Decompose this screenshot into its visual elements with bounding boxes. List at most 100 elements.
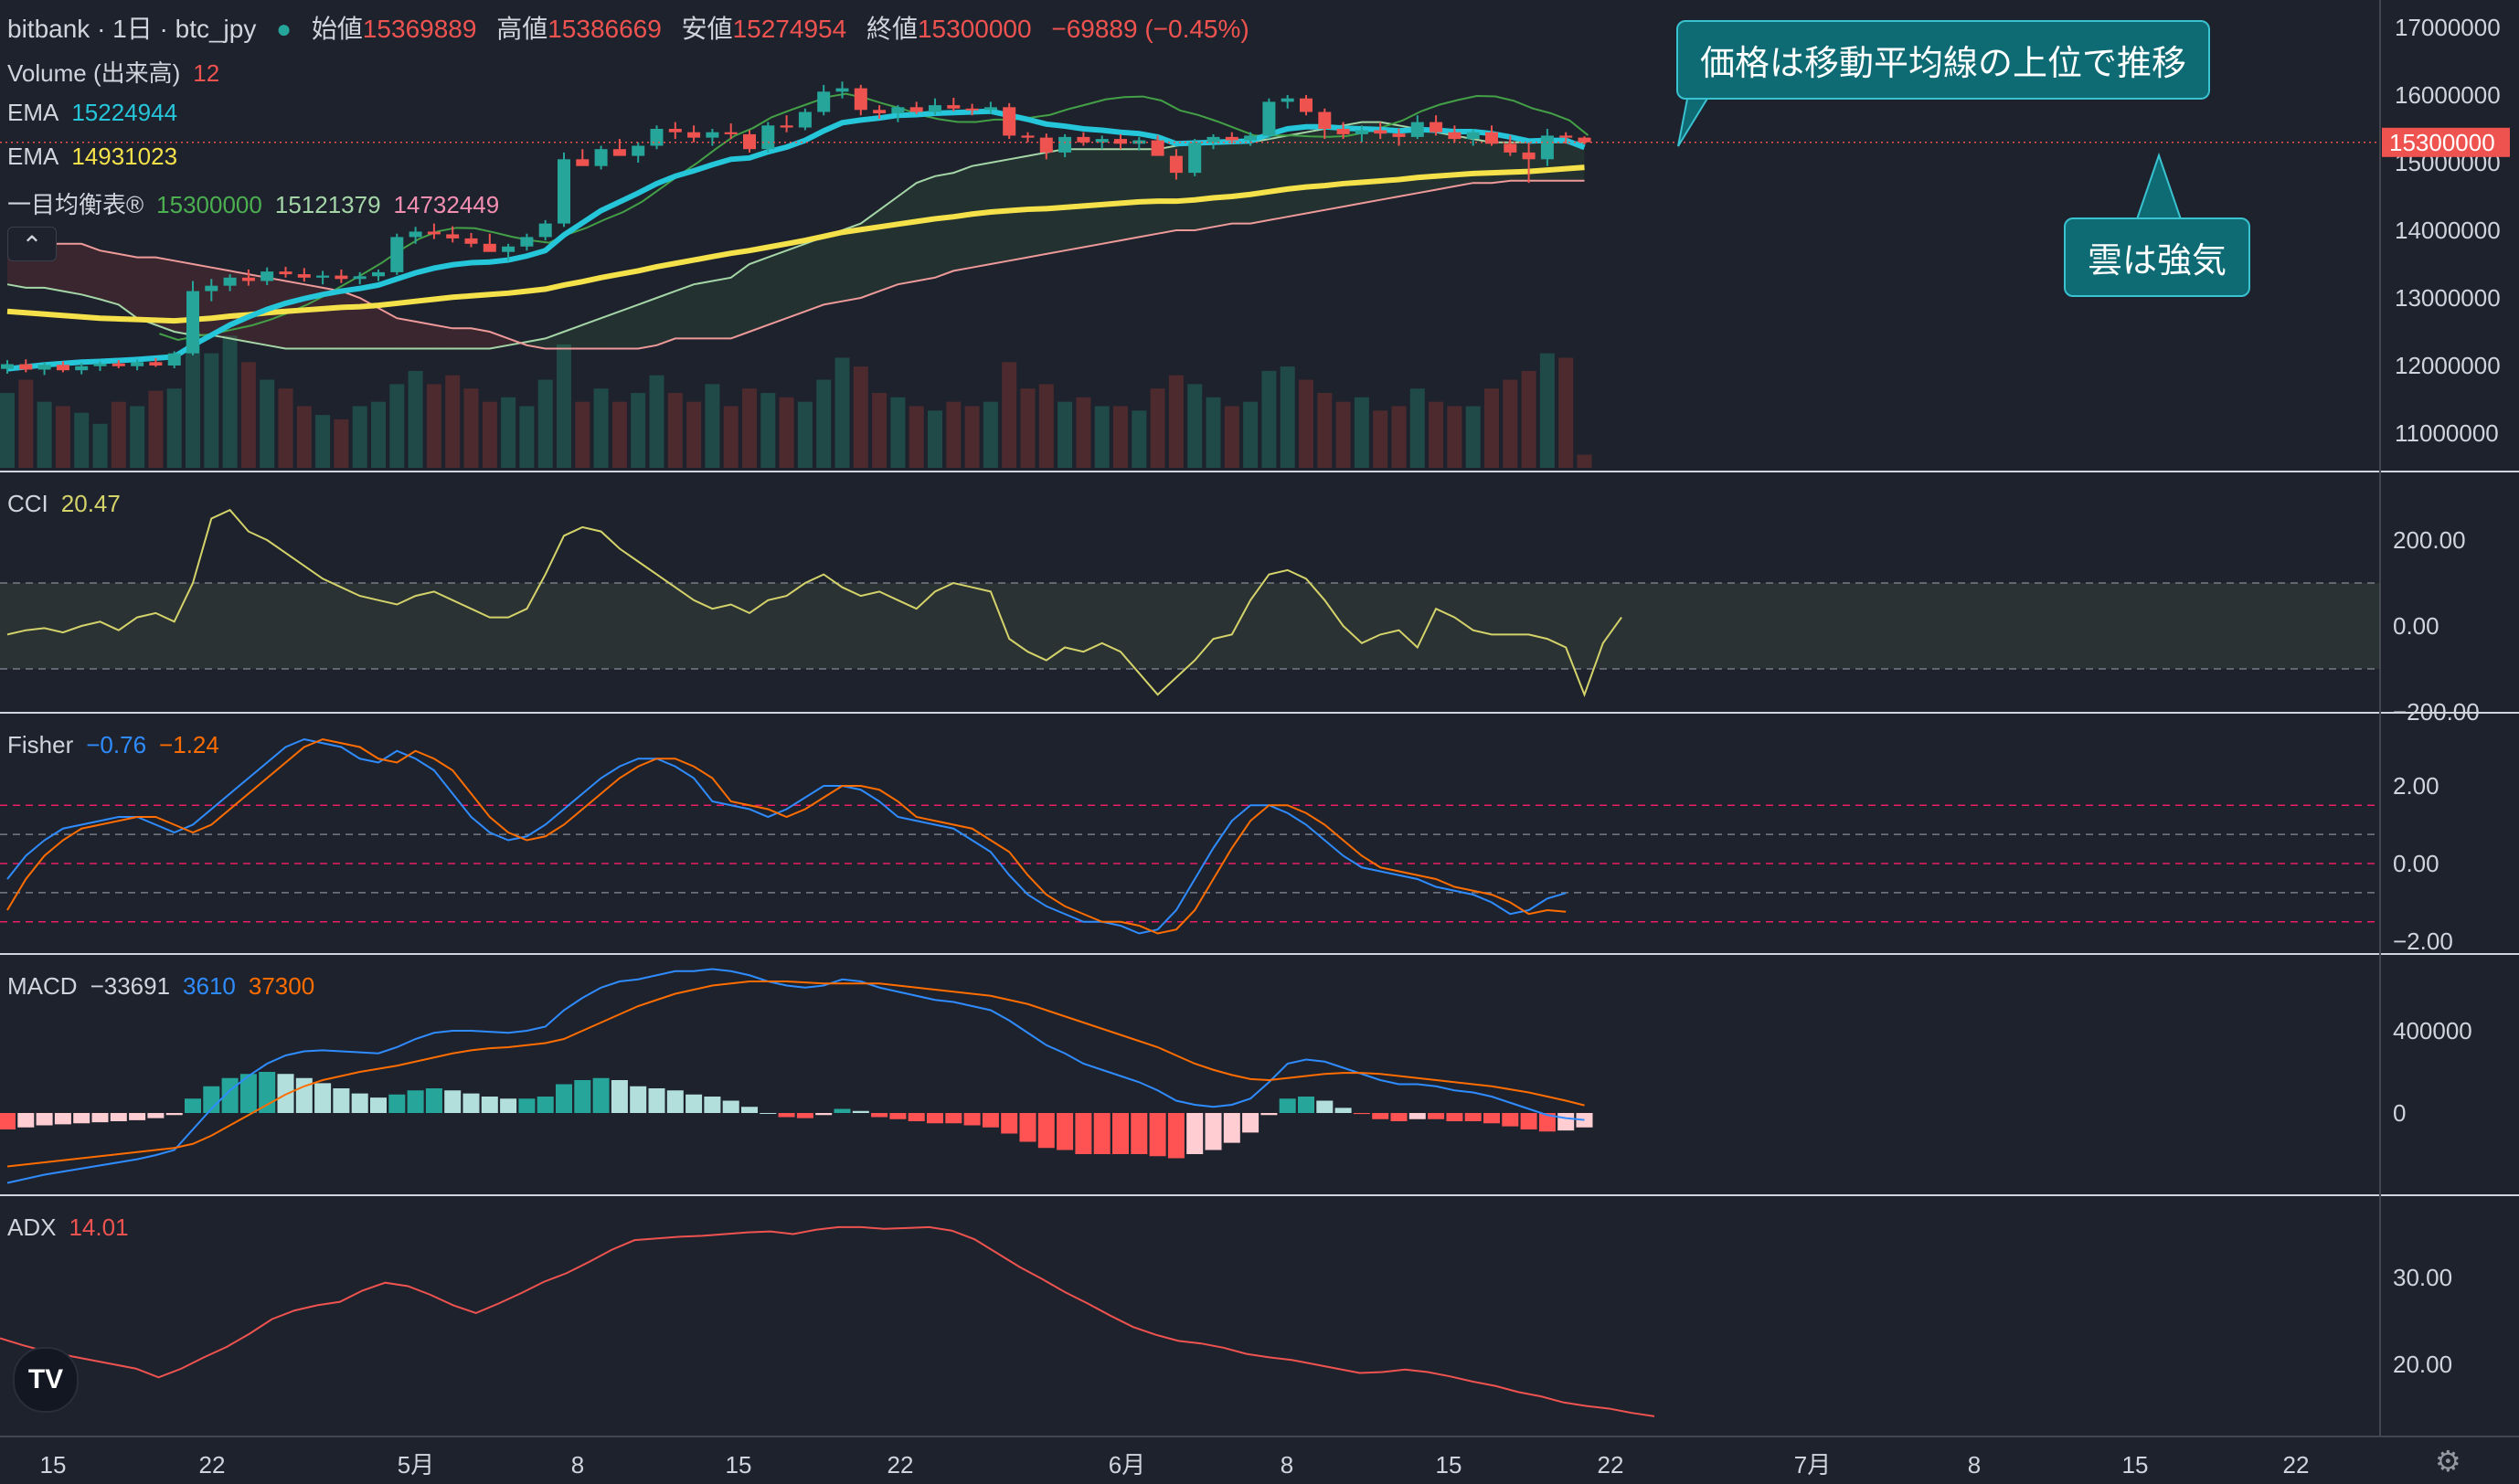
volume-bar xyxy=(946,401,962,468)
volume-bar xyxy=(1429,401,1444,468)
volume-legend[interactable]: Volume (出来高) 12 xyxy=(7,55,232,89)
candle-body xyxy=(167,353,181,366)
volume-bar xyxy=(426,384,441,468)
time-tick-label: 22 xyxy=(2283,1451,2310,1479)
open-label: 始値 xyxy=(311,15,363,43)
macd-histogram-bar xyxy=(760,1113,777,1114)
macd-histogram-bar xyxy=(165,1113,183,1116)
price-tick-label: 13000000 xyxy=(2395,284,2501,312)
volume-bar xyxy=(501,397,516,468)
ichimoku-cloud-segment xyxy=(1231,142,1251,224)
cci-legend[interactable]: CCI 20.47 xyxy=(7,490,133,518)
cci-tick-label: −200.00 xyxy=(2393,698,2480,726)
macd-histogram-bar xyxy=(1408,1113,1426,1119)
candle-body xyxy=(1466,132,1480,140)
ichimoku-cloud-segment xyxy=(601,311,620,349)
time-tick-label: 7月 xyxy=(1794,1451,1831,1479)
fisher-tick-label: 2.00 xyxy=(2393,772,2439,800)
candle-body xyxy=(93,363,107,366)
candle-body xyxy=(409,231,422,238)
volume-bar xyxy=(742,388,757,468)
volume-bar xyxy=(611,401,627,468)
fisher-trigger-line xyxy=(6,737,1567,935)
candle-body xyxy=(1021,135,1035,138)
volume-bar xyxy=(18,379,34,468)
adx-tick-label: 20.00 xyxy=(2393,1351,2452,1378)
ichimoku-cloud-segment xyxy=(1083,149,1102,248)
collapse-legend-button[interactable]: ⌃ xyxy=(7,227,57,261)
macd-legend[interactable]: MACD −33691 3610 37300 xyxy=(7,972,327,1001)
price-tick-label: 14000000 xyxy=(2395,217,2501,244)
time-tick-label: 5月 xyxy=(398,1451,434,1479)
high-label: 高値 xyxy=(496,15,548,43)
volume-bar xyxy=(519,406,535,468)
annotation-cloud-bullish[interactable]: 雲は強気 xyxy=(2064,217,2251,297)
candle-body xyxy=(706,132,719,138)
price-tick-label: 11000000 xyxy=(2395,419,2499,447)
ichimoku-v3: 14732449 xyxy=(393,191,500,218)
volume-bar xyxy=(1335,401,1351,468)
ichimoku-cloud-segment xyxy=(768,250,787,325)
time-tick-label: 15 xyxy=(2122,1451,2149,1479)
ichimoku-cloud-segment xyxy=(1454,135,1473,186)
ichimoku-cloud-segment xyxy=(248,274,268,345)
time-tick-label: 22 xyxy=(199,1451,226,1479)
fisher-legend[interactable]: Fisher −0.76 −1.24 xyxy=(7,731,232,759)
macd-histogram-bar xyxy=(1557,1113,1575,1131)
ichimoku-cloud-segment xyxy=(804,237,824,312)
candle-body xyxy=(1392,133,1406,137)
adx-legend[interactable]: ADX 14.01 xyxy=(7,1214,142,1242)
macd-histogram-bar xyxy=(1001,1113,1018,1134)
candle-body xyxy=(743,133,756,150)
macd-histogram-bar xyxy=(1334,1108,1352,1113)
candle-body xyxy=(149,362,163,366)
macd-histogram-bar xyxy=(1298,1097,1314,1113)
macd-histogram-bar xyxy=(722,1100,739,1113)
ema-slow-line xyxy=(6,164,1585,324)
macd-histogram-bar xyxy=(982,1113,999,1128)
candle-body xyxy=(19,364,33,370)
macd-histogram-bar xyxy=(17,1113,35,1128)
candle-body xyxy=(1410,122,1424,137)
ichimoku-cloud-segment xyxy=(1027,152,1047,258)
volume-bar xyxy=(557,344,571,468)
volume-bar xyxy=(667,393,683,468)
volume-bar xyxy=(1187,384,1203,468)
volume-bar xyxy=(55,406,70,468)
volume-bar xyxy=(0,393,15,468)
ichimoku-cloud-segment xyxy=(638,298,657,349)
ema2-legend[interactable]: EMA 14931023 xyxy=(7,143,190,171)
macd-histogram-bar xyxy=(314,1083,332,1113)
candle-body xyxy=(798,111,812,128)
volume-bar xyxy=(1373,410,1388,468)
price-tick-label: 17000000 xyxy=(2395,14,2501,41)
ichimoku-cloud-segment xyxy=(1121,149,1140,241)
price-tick-label: 16000000 xyxy=(2395,81,2501,109)
candle-body xyxy=(929,105,941,112)
candle-body xyxy=(1300,98,1313,112)
candle-body xyxy=(1058,136,1072,153)
volume-bar xyxy=(575,401,590,468)
ichimoku-cloud-segment xyxy=(137,257,156,325)
annotation-price-above-ma[interactable]: 価格は移動平均線の上位で推移 xyxy=(1676,20,2211,100)
symbol-title[interactable]: bitbank · 1日 · btc_jpy xyxy=(7,15,257,43)
candle-body xyxy=(1336,129,1350,134)
low-label: 安値 xyxy=(681,15,733,43)
ema1-legend[interactable]: EMA 15224944 xyxy=(7,99,190,127)
macd-histogram-bar xyxy=(1428,1113,1445,1119)
candle-body xyxy=(260,271,274,281)
macd-histogram-bar xyxy=(185,1098,201,1113)
ichimoku-cloud-segment xyxy=(619,304,639,349)
settings-gear-icon[interactable]: ⚙ xyxy=(2435,1445,2461,1478)
candle-body xyxy=(1262,101,1276,136)
ichimoku-cloud-segment xyxy=(471,328,490,349)
ichimoku-legend[interactable]: 一目均衡表® 15300000 15121379 14732449 xyxy=(7,186,512,220)
macd-histogram-bar xyxy=(351,1093,368,1113)
ichimoku-cloud-segment xyxy=(1566,142,1585,181)
candle-body xyxy=(1095,139,1109,143)
volume-bar xyxy=(1206,397,1221,468)
ichimoku-cloud-segment xyxy=(62,243,82,295)
volume-bar xyxy=(240,362,256,468)
tradingview-logo-icon[interactable]: TV xyxy=(13,1347,79,1413)
volume-bar xyxy=(1577,454,1592,468)
